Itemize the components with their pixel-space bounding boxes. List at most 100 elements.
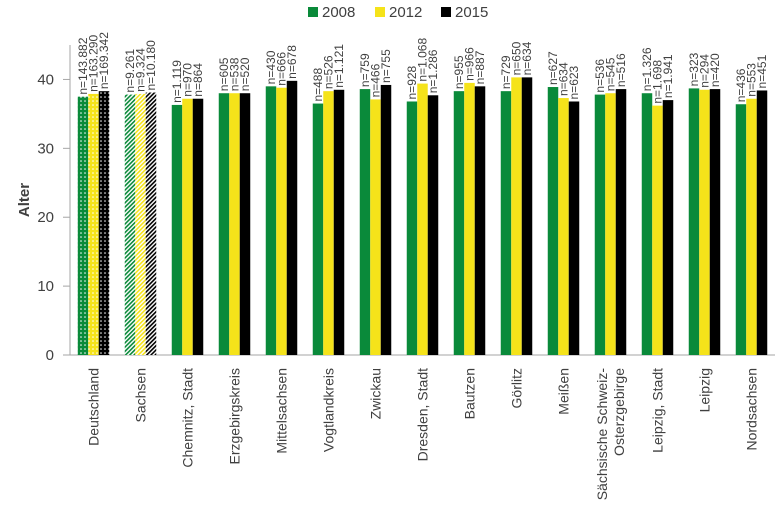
category-label: Erzgebirgskreis [227, 368, 243, 464]
bar-2012 [417, 83, 428, 356]
n-label: n=488 [311, 68, 325, 102]
n-label: n=10.180 [144, 40, 158, 91]
n-label: n=163.290 [87, 35, 101, 92]
n-label: n=538 [228, 57, 242, 91]
category-label: Sachsen [133, 368, 149, 422]
n-label: n=650 [510, 41, 524, 75]
y-tick-label: 40 [37, 71, 54, 88]
bar-2012 [652, 105, 663, 355]
x-axis-labels: Deutschland Sachsen Chemnitz, Stadt Erzgebi… [86, 368, 760, 501]
bar-2008 [406, 101, 418, 355]
y-tick-label: 10 [37, 278, 54, 295]
n-label: n=1.698 [651, 60, 665, 104]
bar-2015 [380, 84, 392, 355]
bar-2008 [500, 91, 512, 356]
n-label: n=516 [614, 53, 628, 87]
bar-2015 [427, 95, 439, 356]
n-label: n=729 [499, 55, 513, 89]
bar-2012 [464, 82, 475, 355]
bar-2015 [662, 100, 674, 355]
bar-2012 [699, 89, 710, 356]
n-label: n=970 [181, 63, 195, 97]
bar-2008 [453, 91, 465, 356]
bar-2015 [333, 89, 345, 356]
bar-2012 [88, 93, 99, 356]
category-label: Sächsische Schweiz- [594, 368, 610, 501]
n-label: n=1.119 [170, 60, 184, 103]
n-label: n=864 [191, 63, 205, 97]
category-label: Leipzig [697, 368, 713, 412]
bar-2008 [77, 96, 89, 356]
bar-2015 [521, 77, 533, 355]
bar-2008 [359, 89, 371, 355]
n-label: n=666 [275, 52, 289, 86]
bar-2015 [709, 89, 721, 355]
legend-label-2008: 2008 [322, 4, 355, 21]
n-label: n=605 [217, 57, 231, 91]
n-label: n=623 [567, 65, 581, 99]
y-tick-label: 0 [46, 347, 54, 364]
bar-2012 [746, 98, 757, 355]
legend-swatch-2012 [375, 7, 385, 17]
bar-2015 [568, 101, 580, 355]
bar-2008 [688, 88, 700, 356]
bar-2008 [547, 87, 559, 356]
bar-2008 [641, 93, 653, 355]
category-label: Vogtlandkreis [321, 368, 337, 452]
bar-2015 [145, 92, 157, 356]
bar-2008 [218, 93, 230, 355]
bar-2015 [474, 86, 486, 355]
legend-swatch-2015 [441, 7, 451, 17]
n-label: n=1.121 [332, 44, 346, 88]
category-label: Mittelsachsen [274, 368, 290, 454]
n-label: n=759 [358, 53, 372, 87]
n-label: n=520 [238, 57, 252, 91]
bar-2008 [265, 86, 277, 355]
n-label: n=420 [708, 53, 722, 87]
n-label: n=466 [369, 63, 383, 97]
bar-2012 [229, 93, 240, 355]
n-label: n=634 [520, 41, 534, 75]
n-label: n=436 [734, 68, 748, 102]
category-label: Deutschland [86, 368, 102, 446]
bar-2015 [756, 90, 768, 355]
bar-2008 [735, 104, 747, 355]
n-label: n=627 [546, 51, 560, 85]
bar-2012 [558, 98, 569, 356]
category-label: Nordsachsen [744, 368, 760, 451]
bar-2012 [323, 91, 334, 356]
bars [77, 77, 768, 356]
n-label: n=755 [379, 49, 393, 83]
n-label: n=545 [604, 57, 618, 91]
n-label: n=451 [755, 54, 769, 88]
n-label: n=9.261 [123, 49, 137, 93]
n-label: n=1.068 [416, 38, 430, 82]
bar-2012 [182, 98, 193, 355]
y-tick-label: 30 [37, 140, 54, 157]
n-label: n=928 [405, 65, 419, 99]
n-label: n=430 [264, 50, 278, 84]
n-label: n=966 [463, 47, 477, 81]
y-axis-label: Alter [16, 183, 33, 217]
bar-2008 [124, 94, 136, 355]
n-label: n=678 [285, 45, 299, 79]
n-label: n=955 [452, 55, 466, 89]
n-label: n=1.286 [426, 49, 440, 93]
category-label: Leipzig, Stadt [650, 368, 666, 453]
n-label: n=9.324 [134, 48, 148, 92]
bar-2012 [135, 93, 146, 356]
category-label: Görlitz [509, 368, 525, 408]
bar-2012 [605, 93, 616, 355]
n-label: n=323 [687, 52, 701, 86]
category-label: Dresden, Stadt [415, 368, 431, 461]
n-label: n=294 [698, 54, 712, 88]
n-label: n=536 [593, 59, 607, 93]
n-label: n=169.342 [97, 32, 111, 89]
n-label: n=1.941 [661, 54, 675, 98]
n-label: n=143.882 [76, 37, 90, 94]
legend: 2008 2012 2015 [308, 4, 488, 21]
bar-2015 [192, 98, 204, 355]
bar-2015 [98, 91, 110, 356]
bar-2015 [286, 80, 298, 356]
